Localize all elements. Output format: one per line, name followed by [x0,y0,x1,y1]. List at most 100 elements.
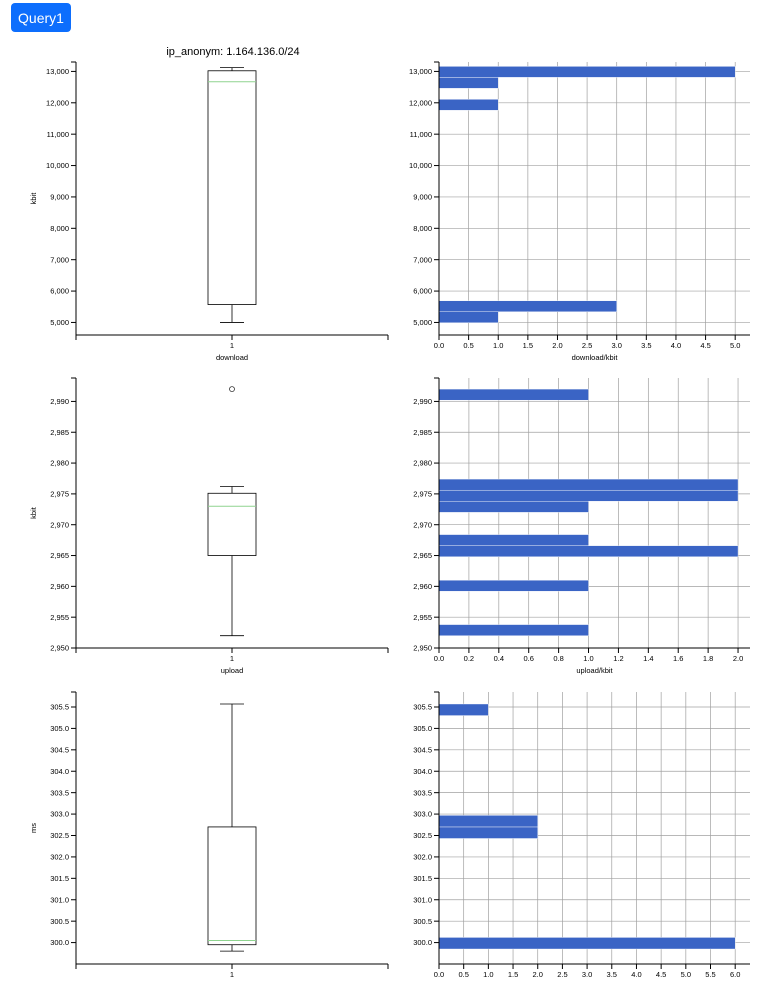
histogram-bar [438,99,499,111]
y-tick-label: 2,985 [50,428,69,437]
y-tick-label: 302.0 [50,853,69,862]
x-tick-label: 5.5 [705,970,715,979]
x-tick-label: 0.5 [463,341,473,350]
y-tick-label: 5,000 [50,318,69,327]
x-tick-label: 0.4 [494,654,504,663]
x-tick-label: 3.5 [641,341,651,350]
boxplot-4 [207,703,257,952]
y-tick-label: 5,000 [413,318,432,327]
y-tick-label: 2,955 [50,613,69,622]
y-tick-label: 2,955 [413,613,432,622]
histogram-bar [438,534,589,546]
histogram-bar [438,579,589,592]
histogram-bar [438,501,589,513]
y-tick-label: 7,000 [413,255,432,264]
x-tick-label: 2.5 [557,970,567,979]
y-tick-label: 8,000 [413,224,432,233]
y-tick-label: 7,000 [50,255,69,264]
x-tick-label: 1 [230,654,234,663]
histogram-bar [438,77,499,89]
histogram-bar [438,703,489,716]
y-tick-label: 303.5 [50,788,69,797]
x-tick-label: 5.0 [681,970,691,979]
y-axis-1 [434,61,440,335]
x-tick-label: 3.0 [611,341,621,350]
x-tick-label: 2.0 [552,341,562,350]
x-tick-label: 6.0 [730,970,740,979]
x-tick-label: 1.0 [493,341,503,350]
histogram-bar [438,545,739,557]
histogram-bar [438,300,617,312]
x-axis-label: download [216,353,248,362]
y-tick-label: 2,985 [413,428,432,437]
y-tick-label: 6,000 [50,287,69,296]
y-tick-label: 2,960 [413,582,432,591]
x-tick-label: 0.6 [523,654,533,663]
x-axis-label: upload/kbit [576,666,613,675]
boxplot-2 [207,386,257,637]
y-tick-label: 302.0 [413,853,432,862]
y-tick-label: 300.5 [50,917,69,926]
y-tick-label: 11,000 [410,130,432,139]
x-tick-label: 0.2 [464,654,474,663]
x-tick-label: 0.0 [434,341,444,350]
y-tick-label: 303.0 [50,810,69,819]
y-tick-label: 2,950 [413,644,432,653]
y-axis-4 [71,691,77,964]
x-tick-label: 0.5 [458,970,468,979]
histogram-bar [438,478,739,491]
y-tick-label: 300.0 [413,938,432,947]
y-tick-label: 2,970 [413,520,432,529]
y-tick-label: 8,000 [50,224,69,233]
y-axis-label: kbit [29,192,38,205]
query1-button[interactable]: Query1 [11,3,71,32]
y-tick-label: 304.5 [50,745,69,754]
x-axis-label: upload [221,666,244,675]
y-tick-label: 300.5 [413,917,432,926]
histogram-bar [438,388,589,401]
x-tick-label: 2.5 [582,341,592,350]
box-iqr [207,70,257,305]
x-tick-label: 1.8 [703,654,713,663]
y-tick-label: 13,000 [409,67,432,76]
chart-title: ip_anonym: 1.164.136.0/24 [166,46,299,58]
x-tick-label: 4.5 [656,970,666,979]
y-tick-label: 302.5 [50,831,69,840]
y-tick-label: 12,000 [46,98,69,107]
y-tick-label: 300.0 [50,938,69,947]
x-tick-label: 2.0 [733,654,743,663]
outlier-point [229,386,235,392]
y-axis-3 [434,377,440,649]
y-tick-label: 301.0 [50,895,69,904]
x-tick-label: 1.5 [523,341,533,350]
histogram-bar [438,815,538,828]
box-iqr [207,492,257,556]
histogram-bar [438,66,736,78]
y-tick-label: 2,975 [50,489,69,498]
y-tick-label: 12,000 [409,98,432,107]
y-axis-label: kbit [29,506,38,519]
histogram-bar [438,311,499,323]
x-tick-label: 1.6 [673,654,683,663]
x-tick-label: 0.0 [434,654,444,663]
grid-3 [438,378,750,649]
x-tick-label: 5.0 [730,341,740,350]
x-tick-label: 1.4 [643,654,653,663]
box-iqr [207,826,257,946]
y-tick-label: 2,965 [50,551,69,560]
y-tick-label: 2,990 [50,397,69,406]
y-tick-label: 303.0 [413,810,432,819]
x-tick-label: 4.5 [700,341,710,350]
y-tick-label: 13,000 [46,67,69,76]
y-tick-label: 2,950 [50,644,69,653]
histogram-bar [438,624,589,636]
y-tick-label: 305.5 [50,703,69,712]
x-tick-label: 1 [230,341,234,350]
histogram-bar [438,489,739,502]
y-axis-2 [71,377,77,649]
histogram-bar [438,826,538,839]
x-tick-label: 4.0 [631,970,641,979]
x-tick-label: 2.0 [533,970,543,979]
y-tick-label: 6,000 [413,287,432,296]
y-tick-label: 303.5 [413,788,432,797]
